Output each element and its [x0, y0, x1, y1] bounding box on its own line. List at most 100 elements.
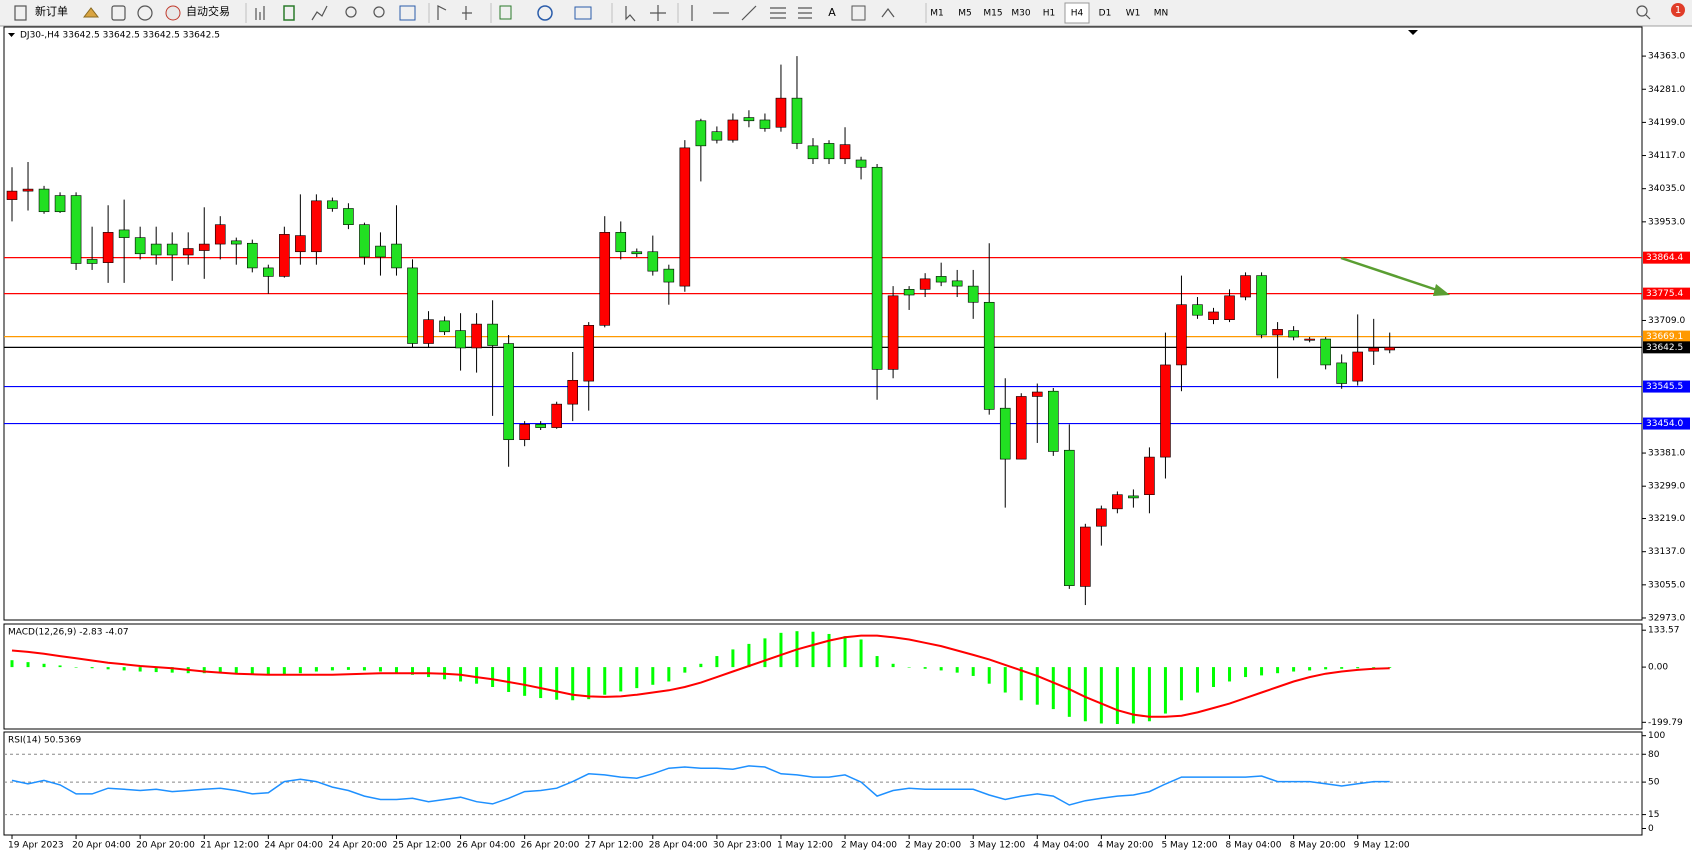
timeframe-button[interactable]: M30 [1011, 9, 1030, 19]
candle-body [391, 243, 402, 269]
y-tick-label: 33709.0 [1648, 316, 1685, 326]
macd-bar [1131, 667, 1135, 724]
icon-autoscroll[interactable] [437, 5, 447, 20]
macd-bar [170, 667, 174, 673]
icon-label[interactable] [851, 5, 866, 21]
macd-bar [298, 667, 302, 674]
candle-body [198, 243, 210, 251]
macd-bar [314, 667, 318, 672]
macd-bar [555, 667, 559, 700]
icon-new-order[interactable] [14, 5, 27, 21]
candle-body [295, 235, 306, 253]
macd-signal [11, 634, 1390, 718]
y-tick-label: 33381.0 [1648, 449, 1685, 459]
timeframe-bar: M1 M5 M15 M30 H1 H4 D1 W1 MN [930, 2, 1169, 24]
candle-body [1015, 396, 1027, 460]
macd-bar [939, 667, 943, 671]
candle-body [102, 232, 114, 263]
candle-body [1368, 347, 1379, 352]
macd-bar [1292, 667, 1296, 672]
icon-templates[interactable] [574, 6, 592, 20]
candle-body [359, 224, 370, 258]
macd-bar [923, 667, 927, 669]
icon-channel[interactable] [770, 7, 786, 19]
price-level-label: 33775.4 [1646, 289, 1683, 299]
icon-periods[interactable] [537, 5, 553, 21]
timeframe-button[interactable]: M1 [930, 9, 944, 19]
price-level-tag [1643, 251, 1690, 264]
icon-arrows[interactable] [881, 8, 895, 18]
icon-search[interactable] [1636, 5, 1648, 17]
toolbar [0, 0, 1692, 26]
macd-bar [891, 663, 895, 668]
macd-bar [330, 667, 334, 671]
price-level-label: 33669.1 [1646, 332, 1683, 342]
macd-bar [1340, 667, 1344, 669]
icon-auto-trading[interactable] [165, 5, 181, 21]
timeframe-button[interactable]: MN [1154, 9, 1169, 19]
icon-indicators[interactable] [499, 5, 512, 20]
candle-body [1192, 304, 1203, 316]
y-tick-label: 100 [1648, 731, 1665, 741]
candle-body [1128, 495, 1139, 499]
macd-bar [731, 649, 735, 668]
macd-bar [1051, 667, 1055, 710]
x-tick-label: 2 May 04:00 [841, 841, 897, 851]
candle-body [134, 237, 146, 255]
icon-zoom-in[interactable] [345, 6, 357, 18]
icon-cursor[interactable] [625, 6, 636, 22]
candle-body [503, 343, 514, 441]
new-order-button[interactable]: 新订单 [35, 4, 68, 18]
macd-bar [571, 667, 575, 701]
timeframe-button[interactable]: D1 [1099, 9, 1112, 19]
macd-bar [1115, 667, 1119, 725]
icon-line-chart[interactable] [311, 5, 328, 21]
candle-body [791, 97, 803, 144]
timeframe-button[interactable]: W1 [1126, 9, 1141, 19]
timeframe-button[interactable]: M15 [983, 9, 1002, 19]
icon-crosshair[interactable] [650, 5, 666, 21]
icon-bar-chart[interactable] [255, 6, 265, 20]
icon-trendline[interactable] [741, 5, 757, 21]
macd-bar [378, 667, 382, 672]
macd-bar [1195, 667, 1199, 693]
price-level-tag [1643, 330, 1690, 343]
timeframe-button[interactable]: M5 [958, 9, 972, 19]
auto-trading-button[interactable]: 自动交易 [186, 4, 230, 18]
macd-bar [106, 667, 110, 670]
icon-tile[interactable] [399, 5, 416, 21]
candle-body [1080, 526, 1091, 587]
icon-zoom-out[interactable] [373, 6, 385, 18]
candle-body [999, 407, 1011, 460]
icon-candles[interactable] [283, 5, 295, 21]
macd-bar [811, 631, 815, 668]
icon-data[interactable] [137, 5, 153, 21]
text-tool[interactable]: A [828, 6, 836, 19]
candle-body [70, 195, 82, 264]
icon-navigator[interactable] [111, 5, 126, 21]
candle-body [1064, 449, 1075, 586]
candle-body [903, 289, 915, 296]
icon-search-handle[interactable] [1645, 14, 1651, 20]
candle-body [1096, 508, 1107, 527]
macd-bar [635, 667, 639, 689]
price-level-label: 33864.4 [1646, 253, 1683, 263]
candle-body [951, 280, 963, 287]
candle-body [1048, 390, 1059, 452]
macd-bar [875, 656, 879, 668]
y-tick-label: 34363.0 [1648, 52, 1685, 62]
candle-body [935, 276, 947, 283]
notification-badge[interactable] [1671, 3, 1685, 17]
timeframe-button[interactable]: H4 [1071, 9, 1084, 19]
price-level-label: 33454.0 [1646, 419, 1683, 429]
macd-bar [1003, 667, 1007, 693]
icon-history[interactable] [82, 7, 100, 18]
panel-frame [3, 26, 1643, 621]
icon-fibonacci[interactable] [798, 7, 812, 19]
candle-body [1256, 275, 1267, 336]
macd-bar [1019, 667, 1023, 701]
macd-bar [42, 663, 46, 668]
timeframe-button[interactable]: H1 [1043, 9, 1056, 19]
candle-body [615, 232, 627, 253]
icon-shift[interactable] [462, 6, 472, 20]
